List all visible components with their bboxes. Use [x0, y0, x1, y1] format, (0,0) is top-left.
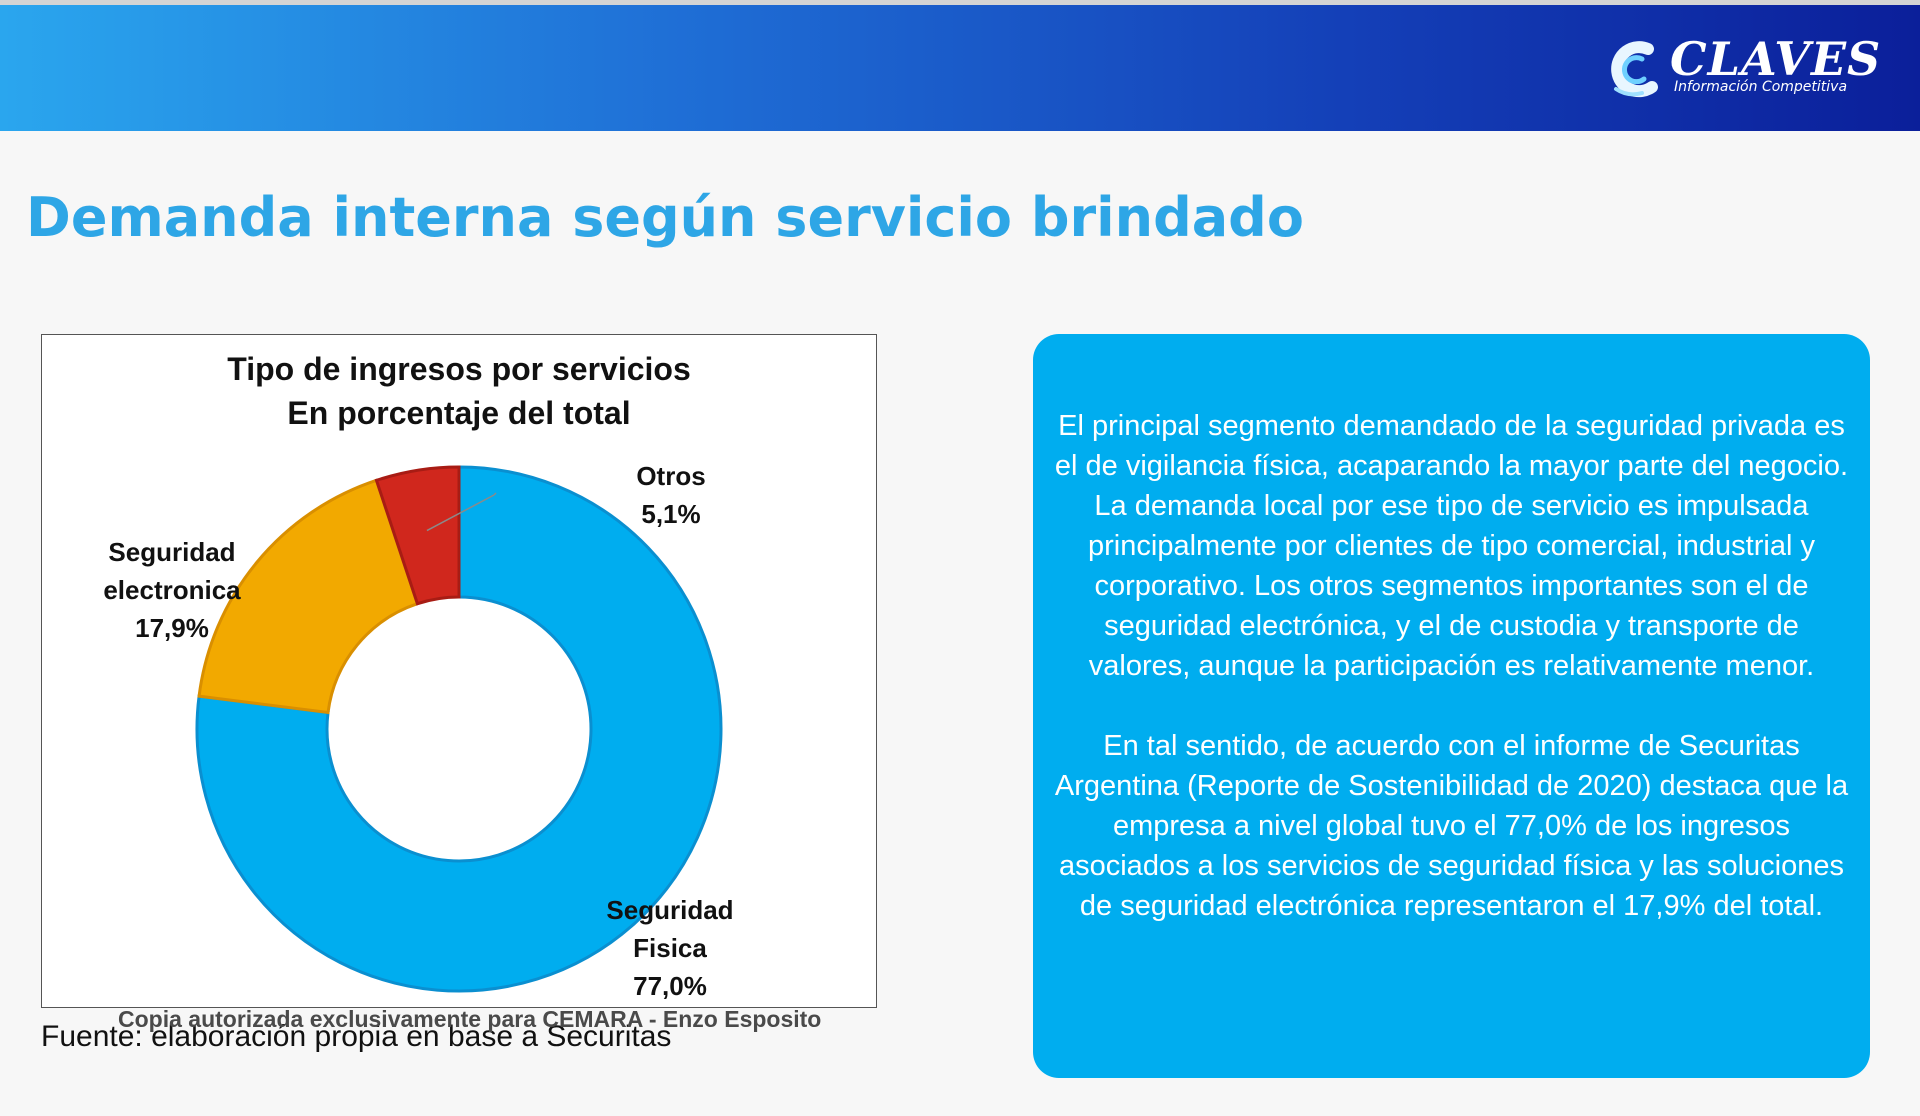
brand-tagline: Información Competitiva — [1674, 79, 1848, 95]
slice-label-fisica: Seguridad Fisica 77,0% — [600, 891, 740, 1005]
slice-value-label: 77,0% — [633, 971, 707, 1001]
brand-name: CLAVES — [1670, 32, 1882, 86]
slice-label-text: Otros — [636, 461, 706, 491]
slice-label-otros: Otros 5,1% — [621, 457, 721, 533]
chart-title-block: Tipo de ingresos por servicios En porcen… — [42, 347, 876, 435]
otros-leader-tick — [493, 492, 497, 496]
slice-seguridad-fisica — [195, 465, 723, 993]
summary-paragraph: En tal sentido, de acuerdo con el inform… — [1054, 730, 1849, 922]
summary-panel: El principal segmento demandado de la se… — [1033, 334, 1870, 1078]
chart-title: Tipo de ingresos por servicios — [227, 351, 691, 387]
claves-c-icon — [1611, 41, 1658, 98]
slice-label-electronica: Seguridad electronica 17,9% — [92, 533, 252, 647]
watermark: Copia autorizada exclusivamente para CEM… — [118, 1006, 822, 1032]
source-note: Fuente: elaboración propia en base a Sec… — [41, 1020, 672, 1053]
chart-frame: Tipo de ingresos por servicios En porcen… — [41, 334, 877, 1008]
slice-label-text: Seguridad — [108, 537, 236, 567]
page-title: Demanda interna según servicio brindado — [26, 186, 1304, 249]
slice-value-label: 5,1% — [641, 499, 701, 529]
slice-seguridad-electronica — [197, 478, 420, 715]
header-bar: CLAVES Información Competitiva — [0, 5, 1920, 131]
slice-otros — [374, 465, 461, 606]
summary-paragraph: El principal segmento demandado de la se… — [1054, 410, 1849, 682]
brand-logo: CLAVES Información Competitiva — [1608, 32, 1880, 105]
slice-label-text: Seguridad — [606, 895, 734, 925]
donut-chart — [195, 465, 723, 993]
top-edge-line — [0, 0, 1920, 5]
slice-value-label: 17,9% — [135, 613, 209, 643]
otros-leader-line — [426, 494, 495, 532]
chart-subtitle: En porcentaje del total — [287, 395, 631, 431]
slice-label-text: electronica — [103, 575, 241, 605]
slice-label-text: Fisica — [633, 933, 707, 963]
